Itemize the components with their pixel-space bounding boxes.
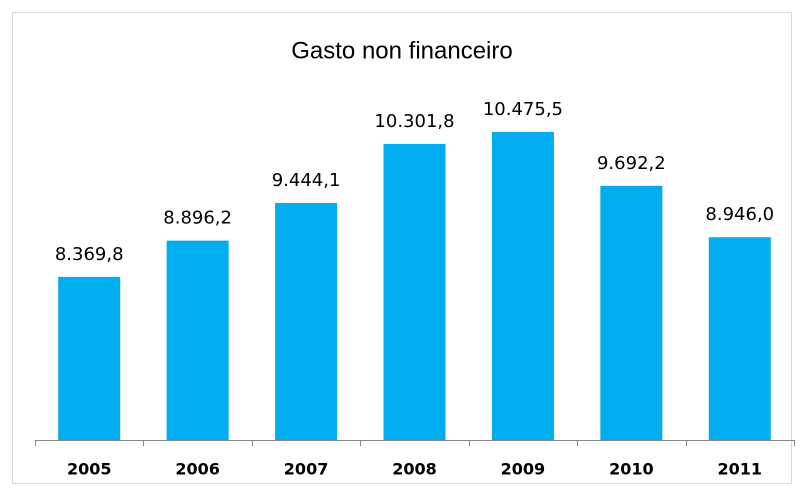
bar xyxy=(708,237,771,440)
value-label: 9.692,2 xyxy=(597,153,666,174)
value-label: 8.369,8 xyxy=(55,244,124,265)
bar xyxy=(491,131,554,441)
value-label: 10.475,5 xyxy=(483,99,563,120)
chart-title: Gasto non financeiro xyxy=(291,37,512,64)
value-label: 10.301,8 xyxy=(374,111,454,132)
bar xyxy=(600,185,663,440)
bar xyxy=(166,240,229,440)
x-tick-label: 2008 xyxy=(392,460,437,479)
x-tick-label: 2005 xyxy=(67,460,112,479)
x-tick-label: 2007 xyxy=(284,460,329,479)
value-label: 9.444,1 xyxy=(272,170,341,191)
bar xyxy=(275,202,338,440)
value-label: 8.896,2 xyxy=(163,208,232,229)
bar xyxy=(58,276,121,440)
x-tick-label: 2006 xyxy=(175,460,220,479)
x-tick-label: 2011 xyxy=(718,460,763,479)
x-tick-label: 2009 xyxy=(501,460,546,479)
bar xyxy=(383,143,446,440)
value-label: 8.946,0 xyxy=(705,204,774,225)
x-tick-label: 2010 xyxy=(609,460,654,479)
